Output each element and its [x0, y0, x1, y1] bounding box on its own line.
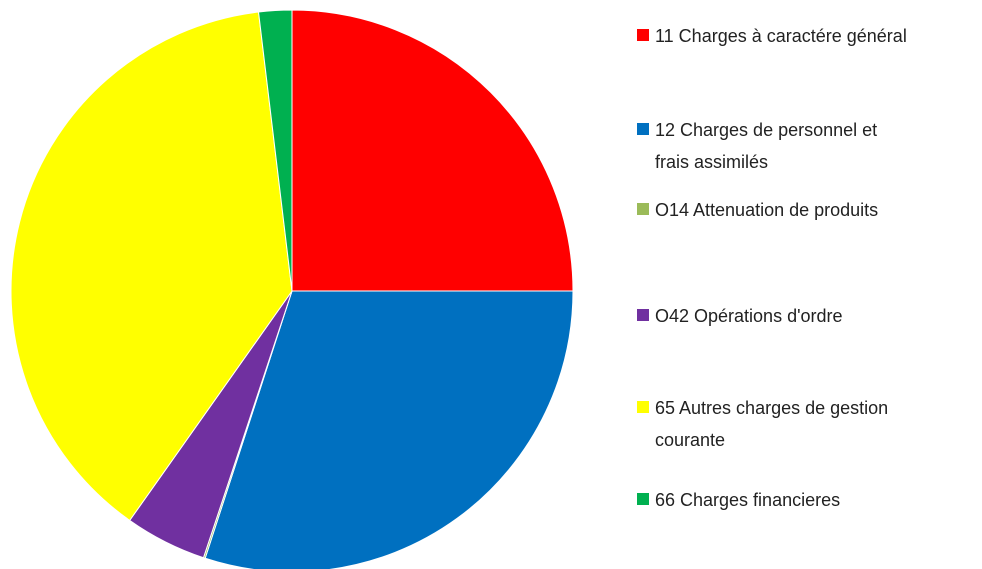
pie-slice [257, 9, 293, 292]
legend-label: 66 Charges financieres [655, 490, 841, 510]
legend-swatch [637, 401, 649, 413]
pie-chart [10, 9, 574, 569]
legend-item: 66 Charges financieres [637, 484, 910, 516]
legend-swatch [637, 493, 649, 505]
legend-item: 12 Charges de personnel et frais assimil… [637, 114, 910, 178]
legend-swatch [637, 29, 649, 41]
pie-slice [10, 11, 293, 522]
legend-item: 11 Charges à caractére général [637, 20, 910, 52]
legend-swatch [637, 309, 649, 321]
legend-item: O42 Opérations d'ordre [637, 300, 910, 332]
legend-label: 11 Charges à caractére général [655, 26, 907, 46]
legend-label: O42 Opérations d'ordre [655, 306, 843, 326]
legend-swatch [637, 123, 649, 135]
legend-label: 65 Autres charges de gestion courante [655, 398, 889, 450]
legend-label: 12 Charges de personnel et frais assimil… [655, 120, 878, 172]
pie-slice [291, 9, 574, 292]
legend-label: O14 Attenuation de produits [655, 200, 879, 220]
legend-item: 65 Autres charges de gestion courante [637, 392, 910, 456]
legend-item: O14 Attenuation de produits [637, 194, 910, 226]
legend-swatch [637, 203, 649, 215]
pie-slice [204, 290, 574, 569]
